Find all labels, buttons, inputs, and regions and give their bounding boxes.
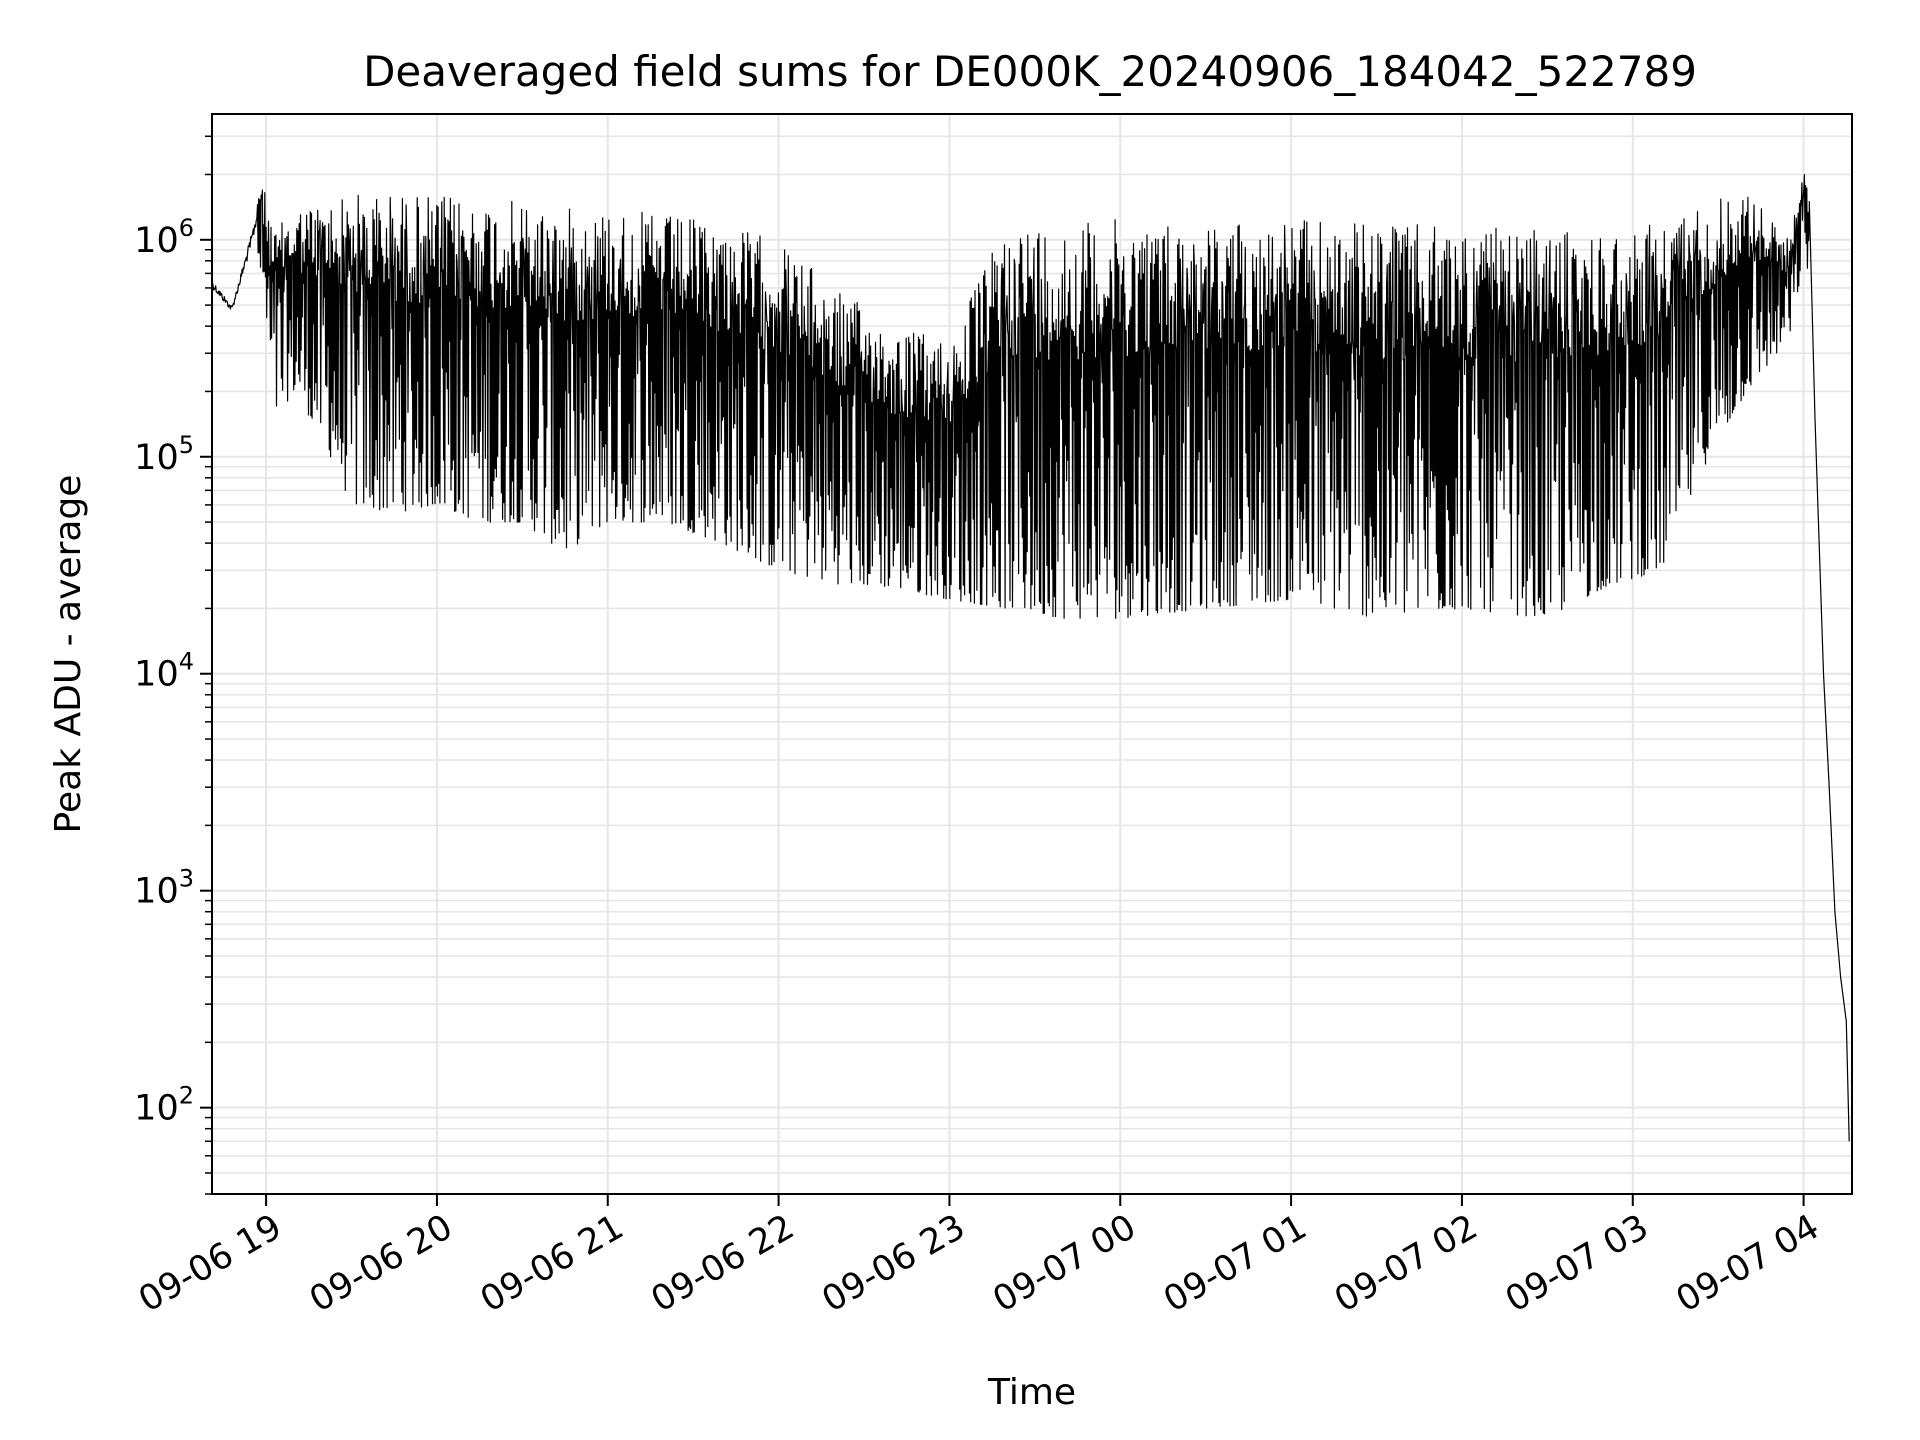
y-tick-label: 103 xyxy=(134,865,194,912)
y-tick-label: 104 xyxy=(134,648,194,695)
plot-area-frame xyxy=(211,113,1853,1195)
y-tick-label: 105 xyxy=(134,431,194,478)
data-trace xyxy=(211,174,1850,1142)
y-tick-label: 106 xyxy=(134,214,194,261)
y-axis-label: Peak ADU - average xyxy=(48,475,89,834)
x-axis-label: Time xyxy=(987,1372,1076,1413)
chart-title: Deaveraged field sums for DE000K_2024090… xyxy=(363,47,1697,96)
series-line xyxy=(211,174,1850,1142)
y-axis: 102 103 104 105 106 xyxy=(134,135,212,1195)
y-tick-label: 102 xyxy=(134,1082,194,1129)
